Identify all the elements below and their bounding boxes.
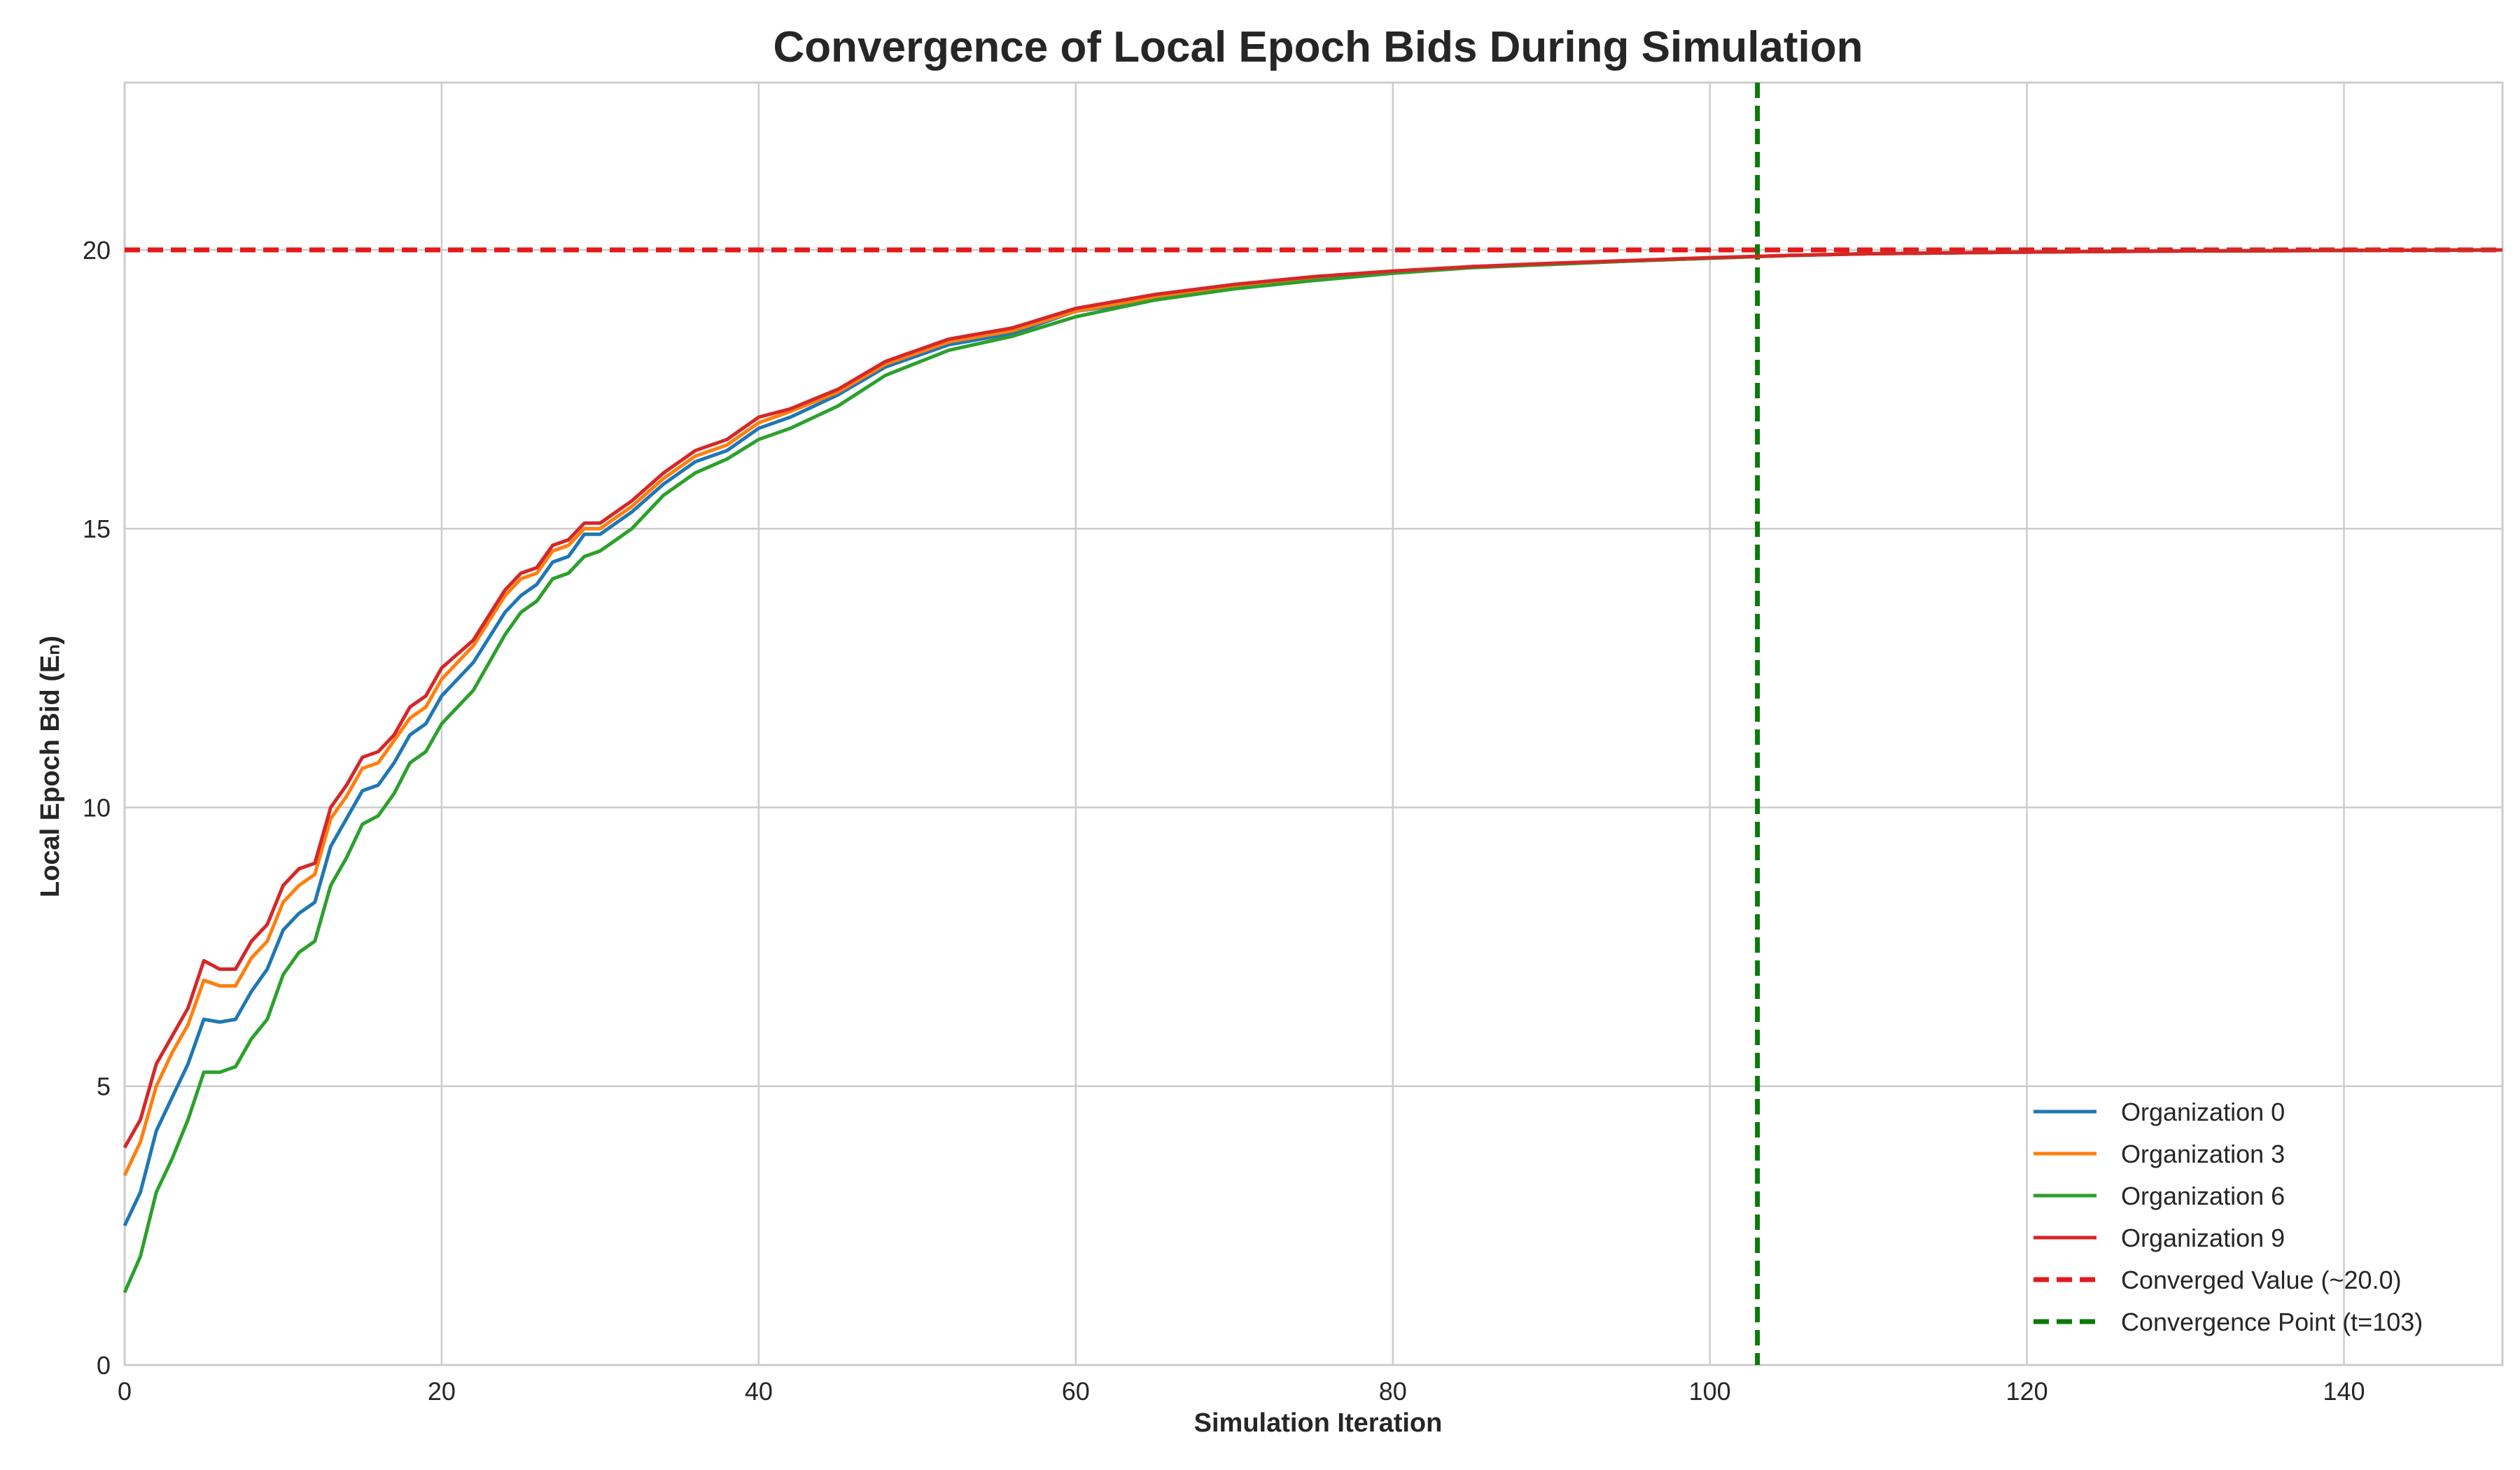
x-tick-label: 100: [1689, 1377, 1731, 1406]
y-axis-label: Local Epoch Bid (Eₙ): [36, 636, 65, 897]
legend-label: Organization 9: [2121, 1224, 2285, 1252]
y-tick-label: 15: [83, 514, 111, 543]
y-tick-label: 0: [97, 1351, 111, 1380]
y-tick-label: 20: [83, 236, 111, 265]
x-tick-label: 60: [1062, 1377, 1090, 1406]
y-axis-ticks: 0 5 10 15 20: [83, 236, 111, 1380]
y-tick-label: 10: [83, 793, 111, 822]
y-tick-label: 5: [97, 1072, 111, 1101]
legend: Organization 0 Organization 3 Organization…: [2033, 1098, 2423, 1336]
x-axis-label: Simulation Iteration: [1194, 1408, 1443, 1438]
legend-label: Organization 3: [2121, 1140, 2285, 1168]
x-tick-label: 140: [2323, 1377, 2365, 1406]
series-lines: [122, 248, 2503, 1294]
series-line-3: [122, 248, 2503, 1149]
x-axis-ticks: 0 20 40 60 80 100 120 140: [118, 1377, 2365, 1406]
x-tick-label: 80: [1379, 1377, 1407, 1406]
x-tick-label: 40: [745, 1377, 773, 1406]
reference-lines: [125, 83, 2502, 1365]
x-tick-label: 20: [428, 1377, 456, 1406]
legend-label: Organization 6: [2121, 1182, 2285, 1210]
plot-frame: [123, 81, 2504, 1366]
x-tick-label: 0: [118, 1377, 132, 1406]
legend-label: Convergence Point (t=103): [2121, 1308, 2423, 1336]
legend-label: Organization 0: [2121, 1098, 2285, 1126]
legend-label: Converged Value (~20.0): [2121, 1266, 2402, 1294]
x-tick-label: 120: [2006, 1377, 2048, 1406]
chart-title: Convergence of Local Epoch Bids During S…: [773, 23, 1863, 71]
